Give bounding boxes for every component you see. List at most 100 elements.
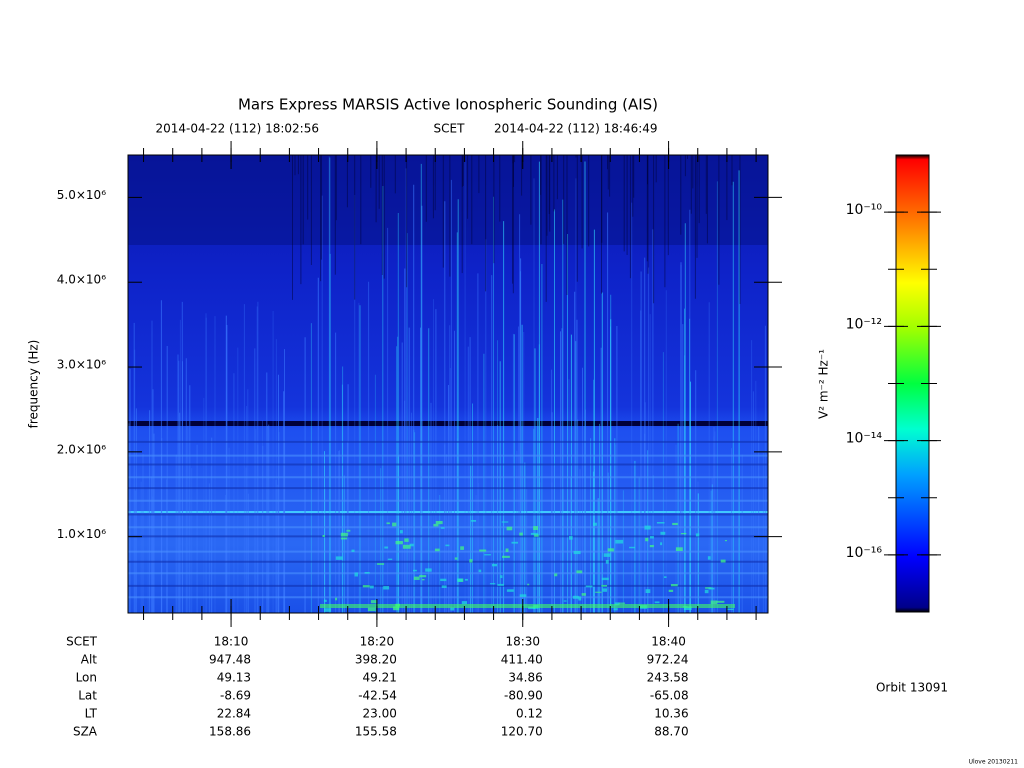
- spectrogram-blob: [457, 578, 463, 582]
- spectrogram-blob: [533, 526, 539, 530]
- spectrogram-blob: [680, 533, 687, 535]
- y-tick-label: 2.0×10⁶: [57, 442, 106, 456]
- spectrogram-blob: [595, 591, 602, 593]
- spectrogram-blob: [434, 548, 440, 552]
- spectrogram-blob: [664, 576, 667, 578]
- spectrogram-blob: [656, 522, 665, 524]
- spectrogram-blob: [720, 559, 726, 563]
- spectrogram-blob: [581, 593, 586, 596]
- y-tick-label: 4.0×10⁶: [57, 273, 106, 287]
- spectrogram-blob: [340, 532, 348, 537]
- spectrogram-blob: [505, 548, 509, 552]
- x-tick-label: 18:30: [505, 635, 540, 649]
- ephemeris-label: Alt: [81, 653, 98, 667]
- spectrogram-blob: [716, 600, 725, 603]
- spectrogram-blob: [710, 600, 718, 605]
- spectrogram-blob: [367, 607, 376, 612]
- spectrogram-blob: [563, 600, 567, 602]
- spectrogram-blob: [395, 541, 403, 545]
- spectrogram-blob: [534, 534, 539, 537]
- spectrogram-blob: [387, 558, 393, 561]
- y-tick-label: 5.0×10⁶: [57, 188, 106, 202]
- spectrogram-blob: [607, 548, 614, 552]
- ephemeris-label: SZA: [73, 725, 98, 739]
- spectrogram-blob: [479, 549, 487, 552]
- spectrogram-blob: [441, 585, 447, 589]
- ephemeris-label: LT: [85, 707, 98, 721]
- spectrogram-blob: [618, 602, 625, 604]
- spectrogram-blob: [471, 520, 477, 522]
- spectrogram-blob: [613, 608, 618, 611]
- ephemeris-value: 158.86: [209, 725, 251, 739]
- spectrogram-blob: [554, 573, 558, 577]
- spectrogram-blob: [708, 587, 715, 590]
- spectrogram-blob: [650, 536, 654, 539]
- ephemeris-value: 972.24: [647, 653, 689, 667]
- spectrogram-blob: [670, 584, 678, 587]
- spectrogram-blob: [724, 540, 727, 542]
- spectrogram-blob: [440, 578, 447, 582]
- spectrogram-blob: [340, 537, 348, 540]
- spectrogram-blob: [440, 527, 445, 529]
- spectrogram-blob: [393, 606, 400, 611]
- spectrogram-blob: [497, 583, 504, 586]
- orbit-label: Orbit 13091: [876, 681, 948, 695]
- spectrogram-blob: [654, 601, 660, 604]
- spectrogram-blob: [660, 531, 666, 535]
- spectrogram-blob: [422, 579, 425, 581]
- spectrogram-blob: [425, 568, 432, 572]
- colorbar-tick-label: 10⁻¹²: [846, 316, 882, 332]
- ephemeris-value: 23.00: [363, 707, 397, 721]
- spectrogram-blob: [492, 563, 498, 567]
- spectrogram-blob: [726, 608, 734, 611]
- spectrogram-blob: [660, 542, 663, 546]
- ephemeris-value: 155.58: [355, 725, 397, 739]
- ephemeris-value: 398.20: [355, 653, 397, 667]
- spectrogram-blob: [384, 546, 389, 549]
- spectrogram-blob: [675, 547, 683, 552]
- spectrogram-blob: [383, 586, 390, 590]
- spectrogram-blob: [602, 588, 608, 592]
- spectrogram-blob: [351, 549, 355, 552]
- ephemeris-value: -8.69: [220, 689, 251, 703]
- spectrogram-blob: [399, 530, 403, 534]
- spectrogram-blob: [511, 541, 519, 544]
- spectrogram-blob: [413, 576, 420, 580]
- ephemeris-value: -65.08: [650, 689, 689, 703]
- time-system: SCET: [434, 122, 466, 136]
- ephemeris-value: 0.12: [516, 707, 543, 721]
- spectrogram-blob: [527, 583, 530, 586]
- colorbar-tick-label: 10⁻¹⁰: [846, 202, 883, 218]
- spectrogram-blob: [460, 546, 464, 550]
- spectrogram-blob: [578, 596, 582, 601]
- ephemeris-value: 49.21: [363, 671, 397, 685]
- spectrogram-blob: [707, 556, 711, 560]
- end-time: 2014-04-22 (112) 18:46:49: [494, 122, 658, 136]
- spectrogram: [127, 155, 768, 613]
- ephemeris-value: 22.84: [217, 707, 251, 721]
- spectrogram-blob: [605, 560, 609, 564]
- y-tick-label: 3.0×10⁶: [57, 358, 106, 372]
- spectrogram-region: [128, 155, 768, 245]
- spectrogram-blob: [614, 602, 620, 606]
- spectrogram-blob: [645, 589, 651, 594]
- spectrogram-blob: [695, 533, 700, 537]
- spectrogram-blob: [376, 563, 385, 565]
- ephemeris-value: 88.70: [654, 725, 688, 739]
- spectrogram-blob: [386, 522, 390, 525]
- spectrogram-band: [320, 604, 735, 608]
- spectrogram-blob: [576, 570, 583, 574]
- ephemeris-label: Lat: [78, 689, 97, 703]
- ephemeris-value: 49.13: [217, 671, 251, 685]
- spectrogram-blob: [569, 536, 573, 540]
- spectrogram-blob: [704, 589, 709, 594]
- spectrogram-blob: [506, 589, 514, 592]
- spectrogram-blob: [354, 572, 359, 577]
- spectrogram-blob: [324, 608, 332, 612]
- spectrogram-blob: [629, 546, 636, 549]
- spectrogram-blob: [501, 521, 509, 523]
- spectrogram-blob: [413, 569, 417, 572]
- spectrogram-blob: [370, 600, 378, 604]
- spectrogram-blob: [445, 544, 450, 547]
